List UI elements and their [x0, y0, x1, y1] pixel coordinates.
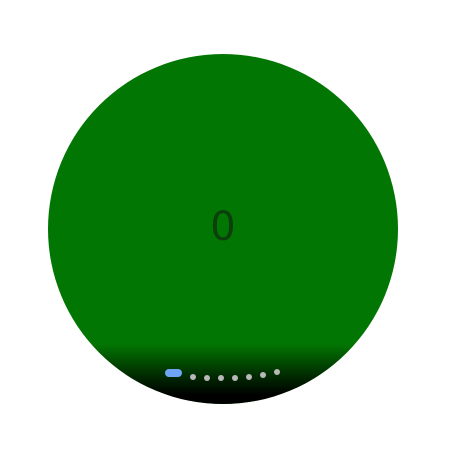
page-dot-2[interactable]	[190, 374, 196, 380]
page-indicator	[48, 344, 398, 404]
counter-value: 0	[210, 204, 236, 250]
page-dot-4[interactable]	[218, 375, 224, 381]
page-dot-5[interactable]	[232, 375, 238, 381]
page-dot-7[interactable]	[260, 372, 266, 378]
page-dot-8[interactable]	[274, 369, 280, 375]
page-dot-6[interactable]	[246, 374, 252, 380]
page-dot-3[interactable]	[204, 375, 210, 381]
page-dot-1[interactable]	[165, 369, 182, 377]
watch-face-screen[interactable]: 0	[48, 54, 398, 404]
